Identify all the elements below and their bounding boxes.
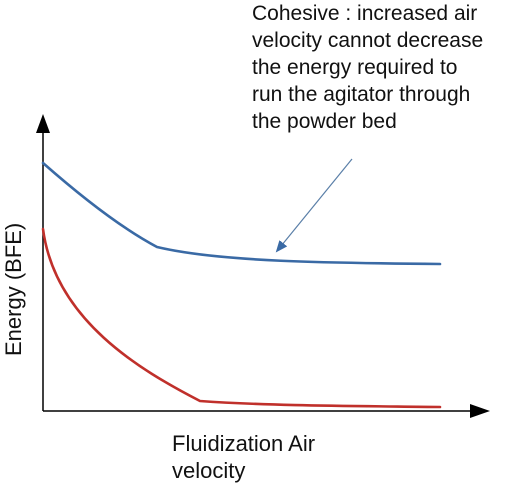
lower-curve xyxy=(41,227,442,409)
upper-curve xyxy=(41,161,442,266)
x-axis-label-line-1: Fluidization Air xyxy=(172,431,315,456)
annotation-line-5: the powder bed xyxy=(252,110,397,133)
x-axis-label-line-2: velocity xyxy=(172,458,245,483)
annotation: Cohesive : increased air velocity cannot… xyxy=(252,2,483,133)
annotation-line-2: velocity cannot decrease xyxy=(252,29,483,52)
axes xyxy=(36,114,490,418)
annotation-arrow xyxy=(275,158,353,253)
x-axis-arrowhead xyxy=(470,404,490,418)
x-axis-label: Fluidization Air velocity xyxy=(172,431,315,483)
annotation-line-4: run the agitator through xyxy=(252,83,470,106)
annotation-line-3: the energy required to xyxy=(252,56,457,79)
annotation-line-1: Cohesive : increased air xyxy=(252,2,477,25)
y-axis-arrowhead xyxy=(36,114,50,133)
y-axis-label: Energy (BFE) xyxy=(1,223,26,356)
